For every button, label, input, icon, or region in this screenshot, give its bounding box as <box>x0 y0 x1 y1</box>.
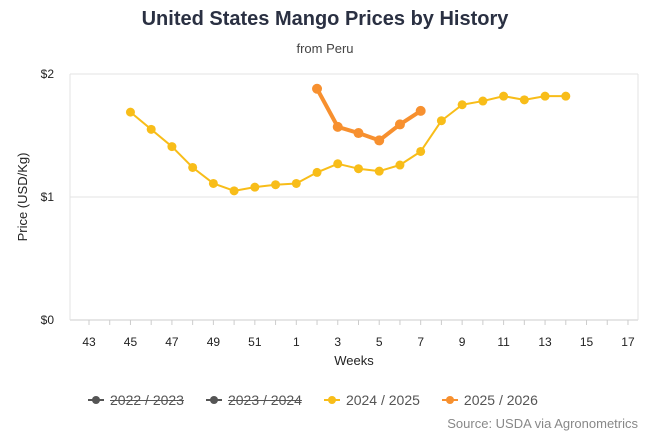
x-tick-label: 51 <box>248 335 262 349</box>
data-point <box>519 95 529 105</box>
data-point <box>208 178 218 188</box>
x-axis-label: Weeks <box>334 353 374 368</box>
data-point <box>395 160 405 170</box>
legend-item[interactable]: 2023 / 2024 <box>205 392 302 408</box>
y-axis-label: Price (USD/Kg) <box>15 153 30 242</box>
legend-label: 2025 / 2026 <box>463 392 538 408</box>
legend-marker-icon <box>441 395 458 405</box>
x-tick-label: 5 <box>376 335 383 349</box>
x-tick-label: 17 <box>621 335 635 349</box>
legend-item[interactable]: 2025 / 2026 <box>441 392 538 408</box>
legend-item[interactable]: 2022 / 2023 <box>88 392 184 408</box>
data-point <box>436 116 446 126</box>
data-point <box>415 105 426 116</box>
chart-subtitle: from Peru <box>296 41 354 56</box>
x-tick-label: 11 <box>497 335 510 349</box>
series-line <box>315 87 422 143</box>
legend-label: 2024 / 2025 <box>345 392 420 408</box>
source-credit: Source: USDA via Agronometrics <box>447 416 638 431</box>
data-point <box>291 178 301 188</box>
series-line <box>129 95 566 192</box>
legend-marker-icon <box>323 395 340 405</box>
x-tick-label: 45 <box>124 335 138 349</box>
x-tick-label: 43 <box>82 335 96 349</box>
data-point <box>271 180 281 190</box>
data-point <box>374 135 385 146</box>
data-point <box>332 121 343 132</box>
data-point <box>394 119 405 130</box>
x-tick-label: 3 <box>334 335 341 349</box>
data-point <box>540 91 550 101</box>
data-point <box>312 83 323 94</box>
data-point <box>416 146 426 156</box>
data-point <box>250 182 260 192</box>
y-tick-label: $1 <box>41 190 55 204</box>
chart-plot: Price (USD/Kg) Weeks $0$1$243 45 47 49 51 1 3 5… <box>15 67 639 368</box>
data-point <box>188 162 198 172</box>
data-point <box>457 100 467 110</box>
y-tick-label: $2 <box>41 67 55 81</box>
legend-marker-icon <box>205 395 222 405</box>
data-point <box>478 96 488 106</box>
legend-label: 2022 / 2023 <box>110 392 184 408</box>
chart-title: United States Mango Prices by History <box>141 8 509 30</box>
x-tick-label: 47 <box>165 335 179 349</box>
x-tick-label: 13 <box>538 335 552 349</box>
data-point <box>146 124 156 134</box>
x-tick-label: 49 <box>207 335 221 349</box>
data-point <box>353 128 364 139</box>
legend-item[interactable]: 2024 / 2025 <box>323 392 420 408</box>
data-point <box>353 164 363 174</box>
x-tick-label: 7 <box>417 335 424 349</box>
x-tick-label: 15 <box>580 335 594 349</box>
data-point <box>312 167 322 177</box>
data-point <box>499 91 509 101</box>
data-point <box>561 91 571 101</box>
data-point <box>333 159 343 169</box>
y-tick-label: $0 <box>41 313 55 327</box>
data-point <box>167 142 177 152</box>
x-tick-label: 1 <box>293 335 300 349</box>
legend: 2022 / 2023 2023 / 2024 2024 / 2025 2025 / … <box>88 392 538 408</box>
data-point <box>374 166 384 176</box>
data-point <box>229 186 239 196</box>
legend-label: 2023 / 2024 <box>227 392 302 408</box>
legend-marker-icon <box>88 395 104 405</box>
x-tick-label: 9 <box>459 335 466 349</box>
data-point <box>125 107 135 117</box>
